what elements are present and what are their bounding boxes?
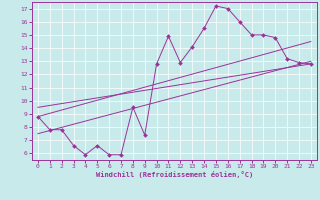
X-axis label: Windchill (Refroidissement éolien,°C): Windchill (Refroidissement éolien,°C) [96, 171, 253, 178]
